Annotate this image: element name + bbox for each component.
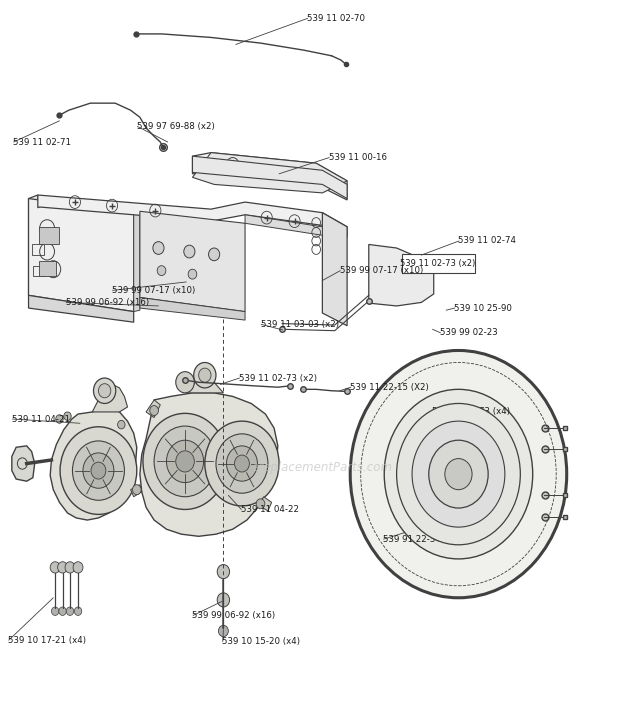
Circle shape [73,441,125,501]
Circle shape [426,437,437,450]
Text: ereplacementParts.com: ereplacementParts.com [252,461,393,474]
Circle shape [118,421,125,429]
Text: 539 11 02-73 (x2): 539 11 02-73 (x2) [400,259,475,268]
Polygon shape [369,244,434,306]
Circle shape [133,485,141,495]
Circle shape [193,362,216,388]
Text: 539 11 00-16: 539 11 00-16 [329,153,386,162]
Circle shape [94,378,116,404]
Circle shape [217,564,229,578]
Polygon shape [259,497,272,511]
Circle shape [184,245,195,258]
Circle shape [58,561,68,573]
Polygon shape [131,485,142,497]
Circle shape [167,440,203,483]
Polygon shape [245,215,322,235]
Circle shape [426,498,437,511]
Text: 539 11 04-21: 539 11 04-21 [12,414,70,423]
Circle shape [350,350,567,598]
Circle shape [74,607,82,615]
Circle shape [218,625,228,636]
Circle shape [205,421,279,506]
Text: 539 97 69-88 (x2): 539 97 69-88 (x2) [137,122,215,131]
Circle shape [256,499,265,509]
Text: 539 99 07-17 (x10): 539 99 07-17 (x10) [112,286,195,295]
Circle shape [83,453,114,489]
Circle shape [384,389,533,559]
Polygon shape [186,375,223,393]
Polygon shape [146,400,161,418]
Text: 539 10 17-21 (x4): 539 10 17-21 (x4) [8,636,86,645]
Bar [32,244,44,255]
Circle shape [143,413,227,510]
Polygon shape [29,195,38,295]
Circle shape [66,607,74,615]
Circle shape [175,451,194,472]
Polygon shape [192,156,347,198]
Bar [33,266,45,276]
Circle shape [226,446,257,481]
Circle shape [154,426,216,497]
Circle shape [412,421,505,527]
Circle shape [50,561,60,573]
Circle shape [91,462,106,479]
Polygon shape [140,393,278,536]
Circle shape [480,498,491,511]
Polygon shape [29,198,134,312]
Circle shape [64,412,71,421]
Circle shape [445,459,472,490]
Circle shape [59,607,66,615]
Text: 539 10 11-73 (x4): 539 10 11-73 (x4) [433,407,510,416]
Circle shape [216,434,268,493]
Circle shape [429,440,488,508]
Text: 539 99 02-23: 539 99 02-23 [440,329,498,337]
Circle shape [150,406,159,416]
Text: 539 11 02-74: 539 11 02-74 [458,236,516,246]
Text: 539 11 04-22: 539 11 04-22 [241,505,299,514]
Circle shape [229,161,236,169]
Circle shape [480,437,491,450]
Text: 539 11 22-15 (X2): 539 11 22-15 (X2) [350,383,429,392]
Text: 539 99 06-92 (x16): 539 99 06-92 (x16) [66,298,149,307]
Circle shape [65,561,75,573]
Text: 539 10 15-20 (x4): 539 10 15-20 (x4) [222,637,300,646]
Circle shape [153,241,164,254]
Polygon shape [140,211,245,312]
Bar [39,261,56,276]
Polygon shape [140,297,245,320]
Circle shape [198,368,211,382]
Text: 539 11 02-73 (x2): 539 11 02-73 (x2) [239,374,317,382]
Text: 539 99 07-17 (x10): 539 99 07-17 (x10) [340,266,423,275]
Text: 539 11 02-70: 539 11 02-70 [307,14,365,23]
Circle shape [217,593,229,607]
Text: 539 11 02-71: 539 11 02-71 [13,137,71,147]
Circle shape [99,384,111,398]
Text: 539 91 22-34: 539 91 22-34 [383,535,441,544]
Polygon shape [38,195,347,237]
Circle shape [397,404,520,544]
Polygon shape [192,153,347,193]
Polygon shape [92,384,128,412]
Polygon shape [134,211,140,312]
Circle shape [157,266,166,275]
FancyBboxPatch shape [402,254,475,273]
Circle shape [60,427,137,515]
Text: 539 10 25-90: 539 10 25-90 [454,304,512,312]
Polygon shape [29,295,134,322]
Text: 539 11 03-03 (x2): 539 11 03-03 (x2) [260,320,339,329]
Polygon shape [322,212,347,326]
Circle shape [188,269,197,279]
Polygon shape [192,153,347,200]
Circle shape [73,561,83,573]
Text: 539 99 06-92 (x16): 539 99 06-92 (x16) [192,611,275,620]
Circle shape [238,165,246,173]
Circle shape [234,455,249,472]
Circle shape [56,415,63,423]
Bar [39,227,59,244]
Circle shape [208,248,219,261]
Circle shape [175,372,194,393]
Polygon shape [50,407,137,520]
Polygon shape [12,446,35,481]
Circle shape [51,607,59,615]
